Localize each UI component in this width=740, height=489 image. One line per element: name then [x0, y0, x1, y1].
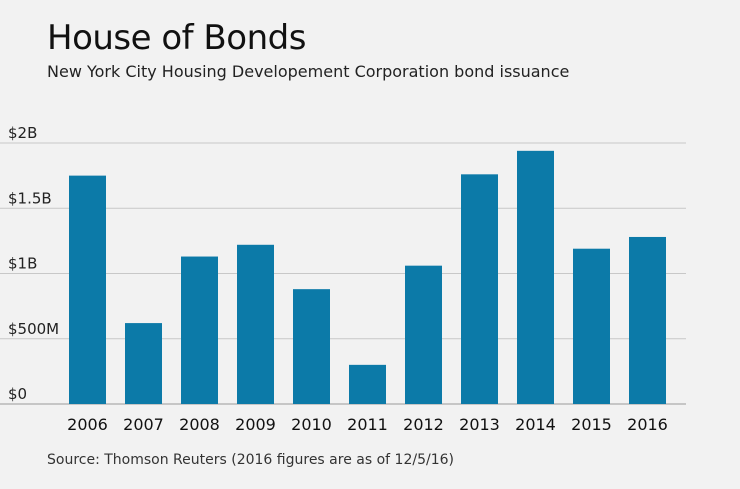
bar-2015: [573, 248, 610, 404]
chart-subtitle: New York City Housing Developement Corpo…: [47, 62, 570, 81]
x-tick-label: 2011: [347, 415, 388, 434]
x-tick-label: 2007: [123, 415, 164, 434]
bar-2006: [69, 175, 106, 404]
x-tick-label: 2006: [67, 415, 108, 434]
bar-2010: [293, 289, 330, 404]
x-tick-label: 2008: [179, 415, 220, 434]
x-tick-label: 2015: [571, 415, 612, 434]
x-axis-ticks: 2006 2007 2008 2009 2010 2011 2012 2013 2014 2015…: [67, 415, 668, 434]
chart-title: House of Bonds: [47, 18, 306, 58]
bar-2013: [461, 174, 498, 404]
x-tick-label: 2013: [459, 415, 500, 434]
y-tick-label: $500M: [8, 320, 59, 338]
y-tick-label: $1.5B: [8, 189, 52, 207]
bar-2007: [125, 323, 162, 404]
bar-2014: [517, 150, 554, 404]
x-tick-label: 2012: [403, 415, 444, 434]
y-tick-label: $1B: [8, 255, 37, 273]
bar-2011: [349, 364, 386, 404]
x-tick-label: 2010: [291, 415, 332, 434]
bars: [69, 150, 666, 404]
bar-2012: [405, 265, 442, 404]
bar-2009: [237, 244, 274, 404]
source-note: Source: Thomson Reuters (2016 figures ar…: [47, 452, 454, 468]
gridlines: [0, 142, 686, 405]
y-tick-label: $0: [8, 385, 27, 403]
x-tick-label: 2014: [515, 415, 556, 434]
x-tick-label: 2009: [235, 415, 276, 434]
y-tick-label: $2B: [8, 124, 37, 142]
bar-2008: [181, 256, 218, 404]
y-axis-ticks: $0 $500M $1B $1.5B $2B: [8, 124, 59, 403]
x-tick-label: 2016: [627, 415, 668, 434]
bar-2016: [629, 236, 666, 404]
